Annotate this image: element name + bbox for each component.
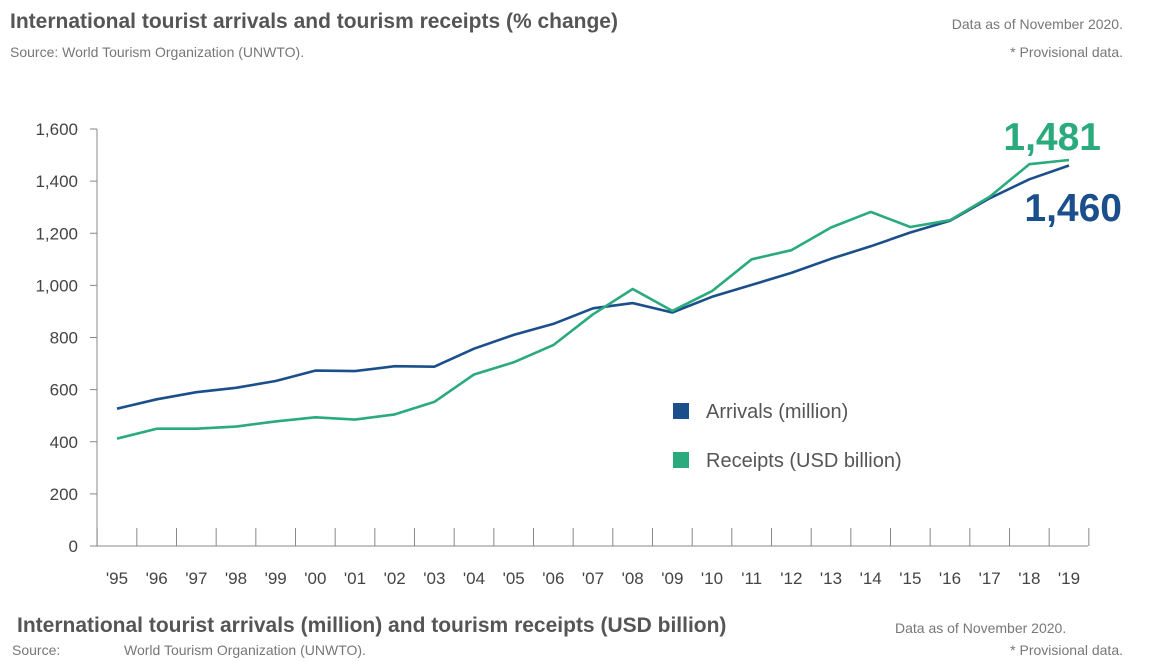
- footer-title: International tourist arrivals (million)…: [17, 614, 727, 637]
- x-tick-label: '97: [185, 569, 207, 588]
- x-tick-label: '17: [979, 569, 1001, 588]
- x-tick-label: '00: [304, 569, 326, 588]
- y-tick-label: 400: [50, 433, 78, 452]
- footer-provisional-note: * Provisional data.: [1010, 642, 1123, 658]
- y-tick-label: 800: [50, 329, 78, 348]
- x-tick-label: '95: [106, 569, 128, 588]
- x-tick-label: '13: [820, 569, 842, 588]
- x-tick-label: '07: [582, 569, 604, 588]
- receipts-final-value-label: 1,481: [1003, 116, 1101, 159]
- y-tick-label: 200: [50, 485, 78, 504]
- y-tick-label: 1,200: [35, 224, 78, 243]
- legend-swatch-receipts: [673, 452, 689, 468]
- y-tick-label: 1,600: [35, 120, 78, 139]
- arrivals-final-value-label: 1,460: [1024, 187, 1122, 230]
- x-tick-label: '96: [146, 569, 168, 588]
- x-tick-label: '19: [1058, 569, 1080, 588]
- x-tick-label: '10: [701, 569, 723, 588]
- chart-title: International tourist arrivals and touri…: [10, 10, 618, 33]
- line-chart: 0 200 400 600 800 1,000 1,200 1,400 1,600 '95 '96 '…: [35, 116, 1122, 588]
- x-tick-label: '15: [899, 569, 921, 588]
- arrivals-line: [116, 164, 1070, 410]
- legend-label-receipts: Receipts (USD billion): [706, 450, 902, 472]
- footer-source-label: Source:: [12, 642, 61, 658]
- x-tick-label: '14: [860, 569, 882, 588]
- x-tick-label: '08: [622, 569, 644, 588]
- y-tick-label: 600: [50, 381, 78, 400]
- x-tick-label: '01: [344, 569, 366, 588]
- y-tick-label: 0: [69, 537, 78, 556]
- x-tick-label: '02: [384, 569, 406, 588]
- chart-source: Source: World Tourism Organization (UNWT…: [10, 44, 305, 60]
- x-tick-label: '03: [423, 569, 445, 588]
- x-tick-label: '18: [1018, 569, 1040, 588]
- x-tick-label: '12: [780, 569, 802, 588]
- footer-date-note: Data as of November 2020.: [895, 620, 1067, 636]
- x-tick-label: '04: [463, 569, 485, 588]
- x-tick-label: '98: [225, 569, 247, 588]
- x-tick-label: '11: [741, 569, 762, 588]
- x-tick-label: '99: [265, 569, 287, 588]
- x-tick-label: '05: [503, 569, 525, 588]
- provisional-note: * Provisional data.: [1010, 44, 1123, 60]
- y-tick-label: 1,000: [35, 276, 78, 295]
- data-date-note: Data as of November 2020.: [951, 16, 1123, 32]
- y-tick-label: 1,400: [35, 172, 78, 191]
- x-tick-label: '16: [939, 569, 961, 588]
- receipts-line: [116, 158, 1070, 440]
- legend-swatch-arrivals: [673, 403, 689, 419]
- footer-source: World Tourism Organization (UNWTO).: [124, 642, 366, 658]
- legend-label-arrivals: Arrivals (million): [706, 401, 848, 423]
- x-tick-label: '09: [661, 569, 683, 588]
- x-tick-label: '06: [542, 569, 564, 588]
